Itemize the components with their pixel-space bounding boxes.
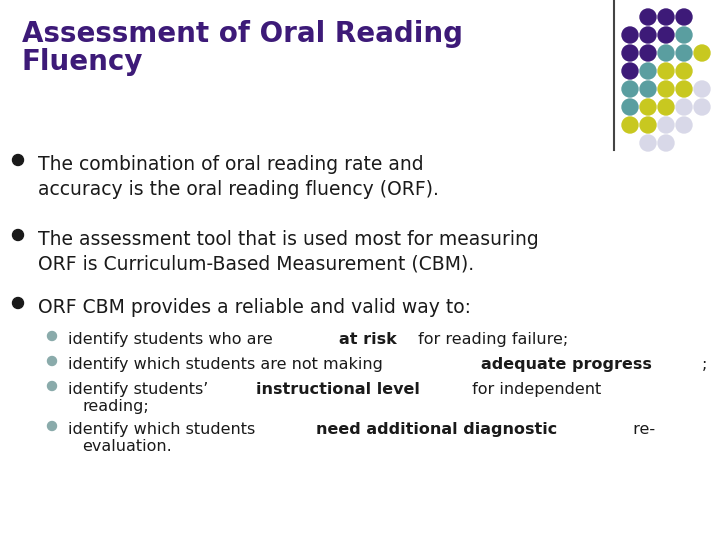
Circle shape bbox=[676, 117, 692, 133]
Text: identify students’: identify students’ bbox=[68, 382, 213, 397]
Text: reading;: reading; bbox=[82, 399, 149, 414]
Text: The combination of oral reading rate and
accuracy is the oral reading fluency (O: The combination of oral reading rate and… bbox=[38, 155, 439, 199]
Circle shape bbox=[676, 45, 692, 61]
Circle shape bbox=[622, 45, 638, 61]
Circle shape bbox=[48, 356, 56, 366]
Circle shape bbox=[658, 81, 674, 97]
Text: ORF CBM provides a reliable and valid way to:: ORF CBM provides a reliable and valid wa… bbox=[38, 298, 471, 317]
Circle shape bbox=[658, 45, 674, 61]
Text: adequate progress: adequate progress bbox=[481, 357, 652, 372]
Circle shape bbox=[640, 81, 656, 97]
Circle shape bbox=[48, 381, 56, 390]
Text: Assessment of Oral Reading: Assessment of Oral Reading bbox=[22, 20, 463, 48]
Text: for reading failure;: for reading failure; bbox=[413, 332, 569, 347]
Text: identify which students are not making: identify which students are not making bbox=[68, 357, 388, 372]
Circle shape bbox=[48, 332, 56, 341]
Circle shape bbox=[622, 117, 638, 133]
Circle shape bbox=[640, 45, 656, 61]
Circle shape bbox=[622, 27, 638, 43]
Text: need additional diagnostic: need additional diagnostic bbox=[316, 422, 557, 437]
Circle shape bbox=[658, 135, 674, 151]
Circle shape bbox=[694, 81, 710, 97]
Text: evaluation.: evaluation. bbox=[82, 439, 172, 454]
Text: at risk: at risk bbox=[339, 332, 397, 347]
Circle shape bbox=[694, 99, 710, 115]
Circle shape bbox=[658, 27, 674, 43]
Circle shape bbox=[640, 27, 656, 43]
Text: identify which students: identify which students bbox=[68, 422, 261, 437]
Circle shape bbox=[676, 99, 692, 115]
Circle shape bbox=[676, 81, 692, 97]
Circle shape bbox=[658, 63, 674, 79]
Text: for independent: for independent bbox=[467, 382, 601, 397]
Circle shape bbox=[12, 154, 24, 165]
Text: instructional level: instructional level bbox=[256, 382, 420, 397]
Circle shape bbox=[640, 63, 656, 79]
Circle shape bbox=[622, 63, 638, 79]
Circle shape bbox=[640, 117, 656, 133]
Circle shape bbox=[622, 81, 638, 97]
Circle shape bbox=[12, 298, 24, 308]
Text: Fluency: Fluency bbox=[22, 48, 143, 76]
Circle shape bbox=[12, 230, 24, 240]
Circle shape bbox=[676, 63, 692, 79]
Circle shape bbox=[694, 45, 710, 61]
Circle shape bbox=[658, 9, 674, 25]
Circle shape bbox=[676, 9, 692, 25]
Circle shape bbox=[658, 99, 674, 115]
Text: ;: ; bbox=[701, 357, 707, 372]
Circle shape bbox=[640, 99, 656, 115]
Circle shape bbox=[48, 422, 56, 430]
Text: The assessment tool that is used most for measuring
ORF is Curriculum-Based Meas: The assessment tool that is used most fo… bbox=[38, 230, 539, 274]
Circle shape bbox=[676, 27, 692, 43]
Circle shape bbox=[622, 99, 638, 115]
Circle shape bbox=[640, 135, 656, 151]
Text: identify students who are: identify students who are bbox=[68, 332, 278, 347]
Text: re-: re- bbox=[628, 422, 654, 437]
Circle shape bbox=[640, 9, 656, 25]
Circle shape bbox=[658, 117, 674, 133]
